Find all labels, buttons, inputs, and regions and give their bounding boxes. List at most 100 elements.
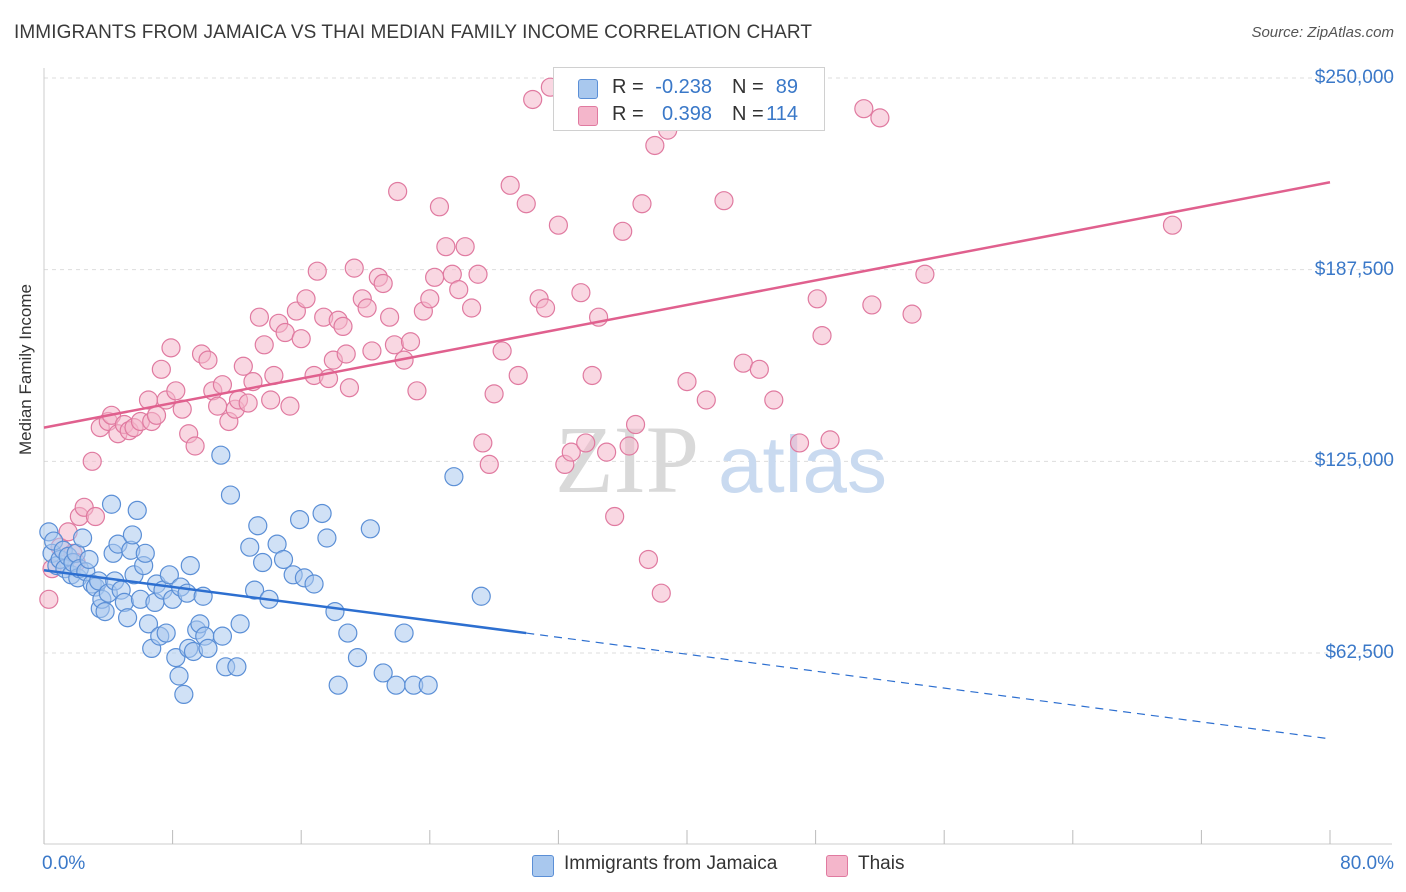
legend-r-value: 0.398 xyxy=(661,103,712,125)
thais-point xyxy=(632,194,652,214)
thais-point xyxy=(151,359,171,379)
trend-lines xyxy=(43,181,1331,740)
jamaica-point xyxy=(386,675,406,695)
thais-point xyxy=(516,194,536,214)
thais-point xyxy=(807,289,827,309)
thais-point xyxy=(789,433,810,453)
thais-point xyxy=(429,197,450,217)
y-tick-label: $62,500 xyxy=(1325,642,1394,663)
thais-point xyxy=(714,191,734,211)
legend-r-label: R = xyxy=(612,76,644,98)
thais-point xyxy=(384,335,405,355)
correlation-legend: R = -0.238 N = 89 R = 0.398 N = 114 xyxy=(553,67,825,131)
axes xyxy=(43,68,1392,845)
thais-point xyxy=(548,215,569,235)
thais-point xyxy=(407,381,427,401)
bottom-legend-swatch-blue xyxy=(532,855,554,877)
thais-point xyxy=(233,356,253,376)
thais-point xyxy=(645,135,665,156)
thais-point xyxy=(39,589,59,609)
thais-point xyxy=(161,338,181,358)
jamaica-point xyxy=(347,647,368,668)
thais-point xyxy=(613,221,633,241)
thais-point xyxy=(733,353,753,373)
thais-point xyxy=(479,454,499,474)
thais-point xyxy=(473,433,493,453)
thais-point xyxy=(280,396,300,416)
legend-swatch-blue xyxy=(578,79,598,99)
jamaica-point xyxy=(328,675,348,695)
thais-point xyxy=(400,332,421,352)
jamaica-point xyxy=(198,638,218,659)
thais-point xyxy=(362,341,382,361)
jamaica-point xyxy=(418,675,438,695)
jamaica-point xyxy=(227,657,247,677)
jamaica-point xyxy=(373,663,393,683)
jamaica-point xyxy=(174,684,194,705)
thais-point xyxy=(146,405,167,425)
thais-point xyxy=(820,430,840,450)
thais-point xyxy=(597,442,617,462)
jamaica-point xyxy=(325,601,345,622)
jamaica-point xyxy=(471,586,491,606)
legend-row-jamaica: R = -0.238 N = 89 xyxy=(554,73,824,101)
jamaica-point xyxy=(127,500,147,520)
y-tick-label: $250,000 xyxy=(1314,67,1394,88)
thais-point xyxy=(902,304,922,324)
jamaica-point xyxy=(138,614,159,634)
thais-point xyxy=(696,390,716,410)
thais-point xyxy=(535,298,556,318)
jamaica-point xyxy=(338,623,358,643)
thais-point xyxy=(425,267,445,287)
thais-point xyxy=(436,237,456,257)
thais-point xyxy=(296,289,316,309)
thais-point xyxy=(523,89,543,110)
jamaica-point xyxy=(360,519,380,539)
thais-point xyxy=(333,316,353,336)
jamaica-point xyxy=(220,485,241,505)
jamaica-points xyxy=(39,445,491,705)
jamaica-point xyxy=(248,516,268,536)
jamaica-point xyxy=(79,549,99,570)
thais-trend-line xyxy=(43,181,1331,429)
jamaica-point xyxy=(122,525,143,545)
thais-point xyxy=(291,329,311,349)
thais-point xyxy=(249,307,270,327)
thais-point xyxy=(492,341,512,361)
jamaica-point xyxy=(156,623,176,643)
thais-points xyxy=(39,77,1183,609)
thais-point xyxy=(208,396,228,416)
y-axis-label: Median Family Income xyxy=(16,283,35,455)
thais-point xyxy=(373,273,393,294)
jamaica-point xyxy=(135,543,155,563)
thais-point xyxy=(455,237,475,257)
jamaica-point xyxy=(180,555,200,576)
jamaica-point xyxy=(169,666,189,686)
thais-point xyxy=(677,372,697,392)
legend-n-label: N = xyxy=(732,103,764,125)
thais-point xyxy=(571,283,591,303)
thais-point xyxy=(198,350,218,370)
jamaica-point xyxy=(211,445,231,465)
thais-point xyxy=(812,326,832,346)
thais-point xyxy=(625,414,646,435)
thais-point xyxy=(484,384,504,404)
jamaica-point xyxy=(273,549,294,570)
thais-point xyxy=(576,433,596,453)
thais-point xyxy=(85,506,106,527)
jamaica-trend-line xyxy=(43,568,527,635)
thais-point xyxy=(862,295,882,315)
thais-point xyxy=(307,261,327,281)
jamaica-point xyxy=(212,626,233,646)
jamaica-point xyxy=(240,537,260,557)
thais-point xyxy=(166,381,186,401)
legend-r-label: R = xyxy=(612,103,644,125)
thais-point xyxy=(420,289,440,309)
thais-point xyxy=(449,280,469,300)
y-tick-label: $187,500 xyxy=(1314,258,1394,280)
thais-point xyxy=(638,549,659,570)
legend-n-value: 89 xyxy=(775,76,798,98)
thais-point xyxy=(870,108,890,128)
jamaica-point xyxy=(253,552,273,573)
